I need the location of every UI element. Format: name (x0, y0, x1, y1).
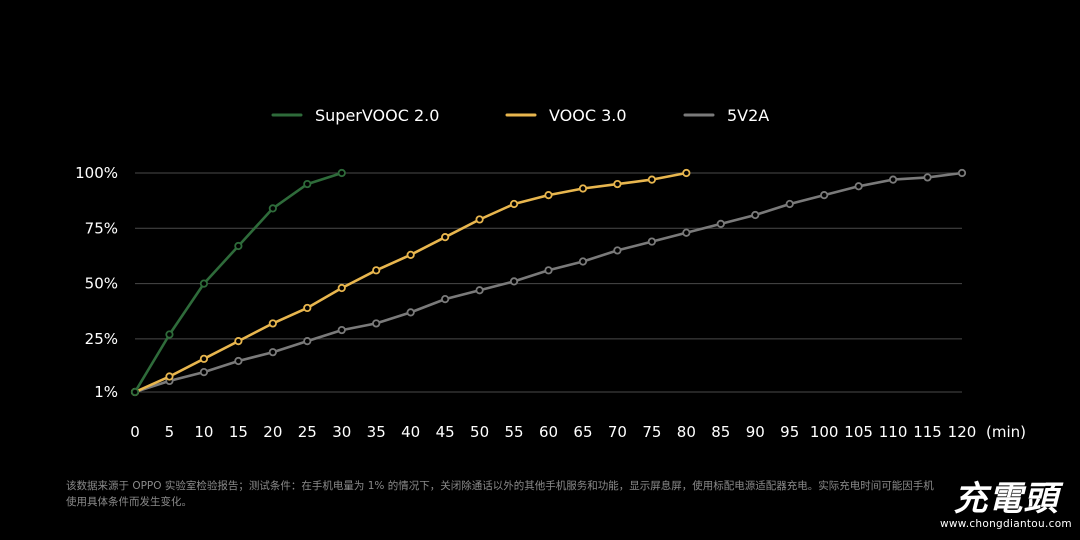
data-point (441, 294, 450, 304)
data-point (199, 354, 209, 363)
x-tick-label: 110 (879, 423, 908, 441)
y-tick-label: 50% (85, 275, 118, 293)
data-point (268, 319, 277, 328)
x-tick-label: 100 (810, 423, 839, 441)
x-tick-label: 35 (367, 423, 386, 441)
footnote-line-2: 使用具体条件而发生变化。 (66, 496, 192, 508)
data-point (578, 257, 588, 266)
x-tick-label: 120 (948, 423, 977, 441)
grid-lines (135, 172, 962, 393)
footnote: 该数据来源于 OPPO 实验室检验报告；测试条件：在手机电量为 1% 的情况下，… (66, 478, 946, 510)
data-point (234, 241, 243, 251)
x-tick-label: 70 (608, 423, 627, 441)
data-point (716, 219, 725, 228)
data-point (303, 337, 312, 346)
watermark: 充電頭 www.chongdiantou.com (936, 480, 1076, 530)
data-point (337, 283, 346, 293)
data-point (130, 387, 140, 397)
series-vooc-3-0 (130, 168, 691, 397)
data-point (509, 199, 519, 209)
data-point (475, 286, 484, 295)
data-point (165, 372, 174, 381)
legend: SuperVOOC 2.0 VOOC 3.0 5V2A (271, 106, 769, 125)
x-tick-label: 40 (401, 423, 420, 441)
series-line-vooc-3-0 (133, 171, 688, 394)
data-point (406, 308, 415, 317)
data-point (923, 173, 932, 182)
watermark-url: www.chongdiantou.com (940, 518, 1072, 530)
x-tick-label: 60 (539, 423, 558, 441)
data-point (613, 179, 622, 189)
data-point (303, 303, 312, 313)
x-tick-label: 15 (229, 423, 248, 441)
data-point (337, 168, 346, 178)
series-5v2a (130, 168, 967, 397)
y-tick-label: 75% (85, 219, 118, 237)
data-point (785, 199, 794, 209)
data-point (509, 277, 519, 286)
x-tick-label: 20 (263, 423, 282, 441)
data-point (578, 184, 588, 193)
x-tick-label: 10 (194, 423, 213, 441)
legend-label-supervooc-2-0: SuperVOOC 2.0 (315, 106, 439, 125)
x-axis-unit-label: (min) (986, 423, 1026, 441)
data-point (234, 356, 243, 366)
data-point (199, 367, 209, 377)
data-point (888, 175, 898, 184)
x-tick-label: 115 (913, 423, 942, 441)
legend-label-vooc-3-0: VOOC 3.0 (549, 106, 627, 125)
y-tick-label: 25% (85, 330, 118, 348)
data-series (130, 168, 967, 397)
x-tick-label: 95 (780, 423, 799, 441)
data-point (337, 325, 346, 335)
data-point (303, 179, 312, 189)
data-point (544, 191, 553, 200)
data-point (475, 215, 484, 224)
series-supervooc-2-0 (130, 168, 346, 397)
data-point (165, 330, 174, 339)
x-tick-label: 0 (130, 423, 140, 441)
data-point (682, 168, 691, 178)
data-point (957, 168, 967, 178)
data-point (268, 348, 277, 357)
x-axis-ticks: 0 5 10 15 20 25 30 35 40 45 50 55 60 65 70 75 80 85 90 95 10… (130, 423, 1026, 441)
data-point (234, 337, 243, 346)
data-point (268, 204, 277, 213)
data-point (682, 228, 691, 237)
watermark-logo: 充電頭 (953, 479, 1059, 519)
data-point (372, 319, 381, 328)
data-point (647, 175, 656, 184)
y-axis-ticks: 1% 25% 50% 75% 100% (75, 164, 118, 401)
data-point (441, 233, 450, 242)
data-point (647, 237, 656, 246)
y-tick-label: 1% (94, 383, 118, 401)
x-tick-label: 55 (504, 423, 523, 441)
footnote-line-1: 该数据来源于 OPPO 实验室检验报告；测试条件：在手机电量为 1% 的情况下，… (66, 480, 934, 492)
x-tick-label: 5 (165, 423, 175, 441)
data-point (406, 250, 415, 259)
data-point (372, 266, 381, 275)
data-point (854, 182, 863, 191)
x-tick-label: 80 (677, 423, 696, 441)
x-tick-label: 85 (711, 423, 730, 441)
x-tick-label: 25 (298, 423, 317, 441)
x-tick-label: 105 (844, 423, 873, 441)
x-tick-label: 50 (470, 423, 489, 441)
series-line-5v2a (133, 171, 964, 394)
data-point (199, 279, 209, 288)
y-tick-label: 100% (75, 164, 118, 182)
x-tick-label: 65 (573, 423, 592, 441)
data-point (544, 266, 553, 275)
x-tick-label: 75 (642, 423, 661, 441)
data-point (751, 210, 760, 220)
data-point (613, 246, 622, 255)
x-tick-label: 30 (332, 423, 351, 441)
x-tick-label: 90 (746, 423, 765, 441)
legend-label-5v2a: 5V2A (727, 106, 769, 125)
x-tick-label: 45 (436, 423, 455, 441)
data-point (820, 191, 829, 200)
